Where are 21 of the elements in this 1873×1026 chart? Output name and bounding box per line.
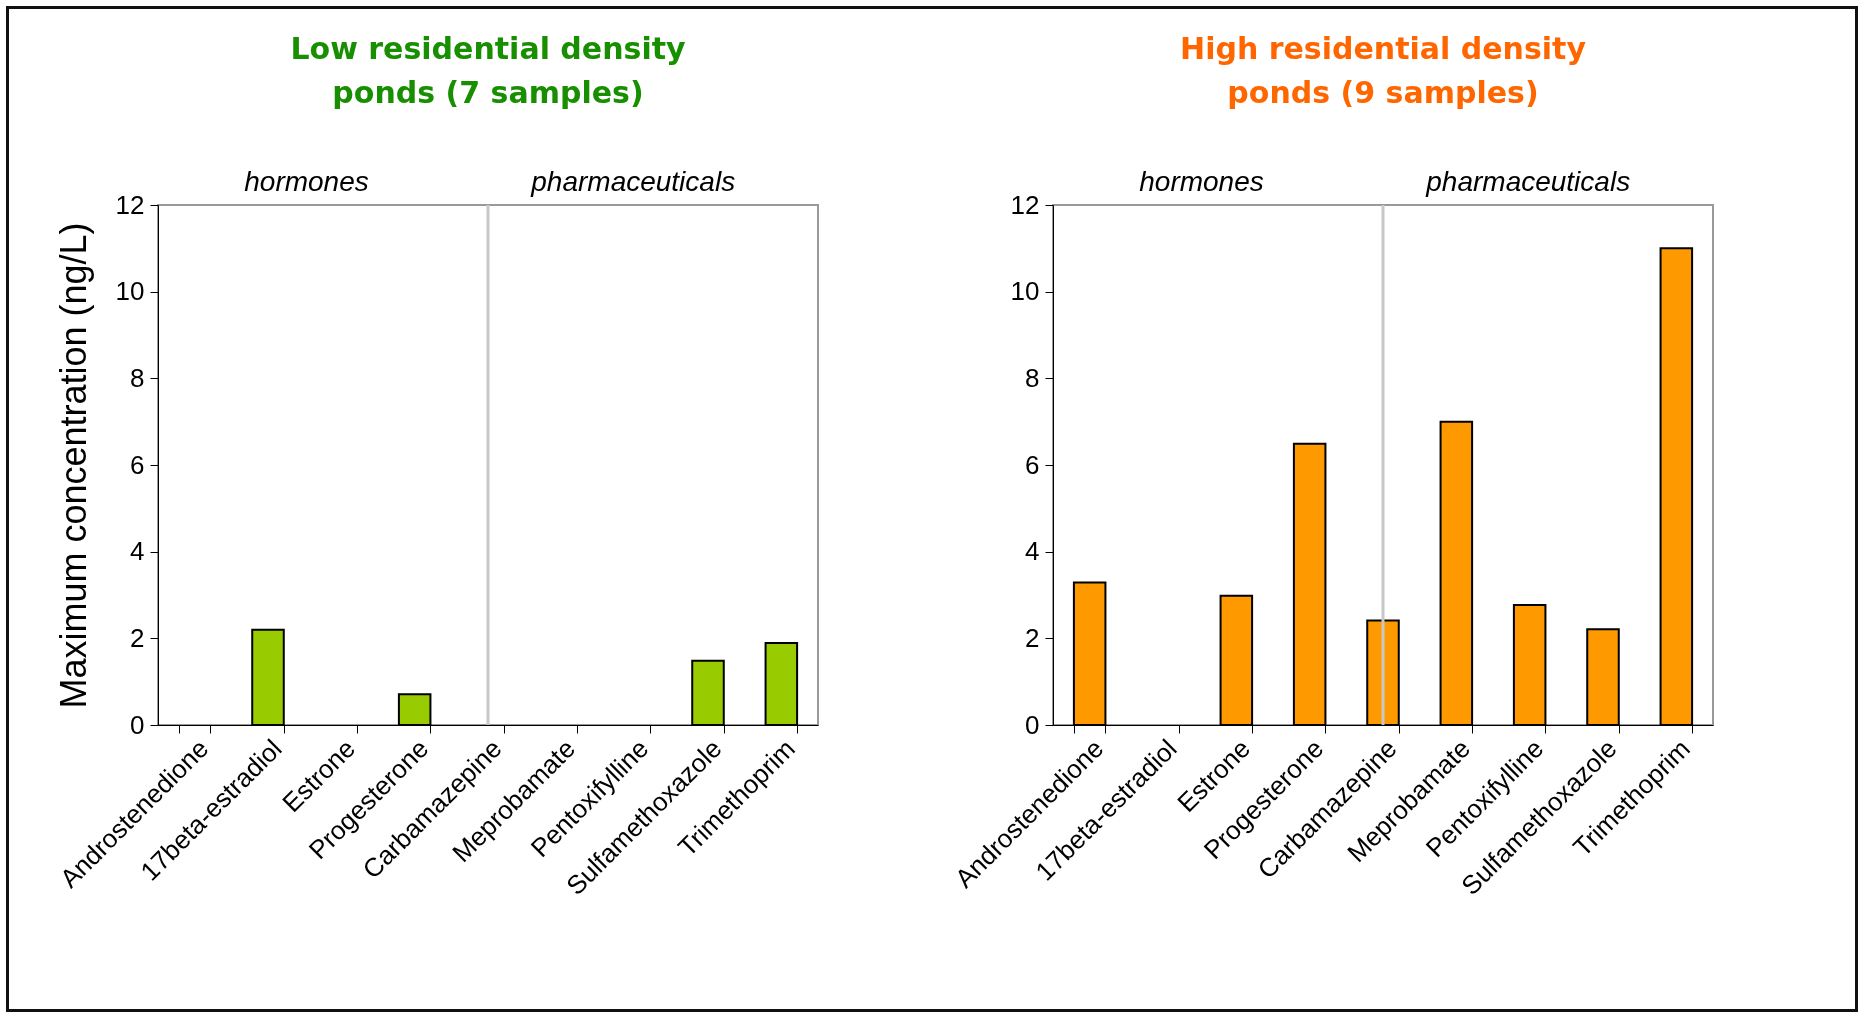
y-tick-label: 2 xyxy=(1025,622,1040,653)
text: hormones xyxy=(244,166,369,197)
y-tick-label: 4 xyxy=(1025,536,1040,567)
chart-title: High residential density ponds (9 samples) xyxy=(1180,31,1587,110)
y-tick-label: 6 xyxy=(1025,449,1040,480)
y-tick-label: 8 xyxy=(130,362,145,393)
text: hormones xyxy=(1139,166,1264,197)
y-tick-label: 0 xyxy=(130,709,145,740)
y-tick-label: 2 xyxy=(130,622,145,653)
chart-title: Low residential density ponds (7 samples) xyxy=(290,31,687,110)
text: pharmaceuticals xyxy=(530,166,736,197)
y-tick-label: 10 xyxy=(1010,276,1040,307)
y-tick-label: 12 xyxy=(1010,189,1040,220)
y-tick-label: 6 xyxy=(130,449,145,480)
y-tick-label: 12 xyxy=(115,189,145,220)
y-tick-label: 8 xyxy=(1025,362,1040,393)
y-axis-title: Maximum concentration (ng/L) xyxy=(52,222,94,709)
y-tick-label: 0 xyxy=(1025,709,1040,740)
y-tick-label: 10 xyxy=(115,276,145,307)
y-tick-label: 4 xyxy=(130,536,145,567)
text: pharmaceuticals xyxy=(1425,166,1631,197)
